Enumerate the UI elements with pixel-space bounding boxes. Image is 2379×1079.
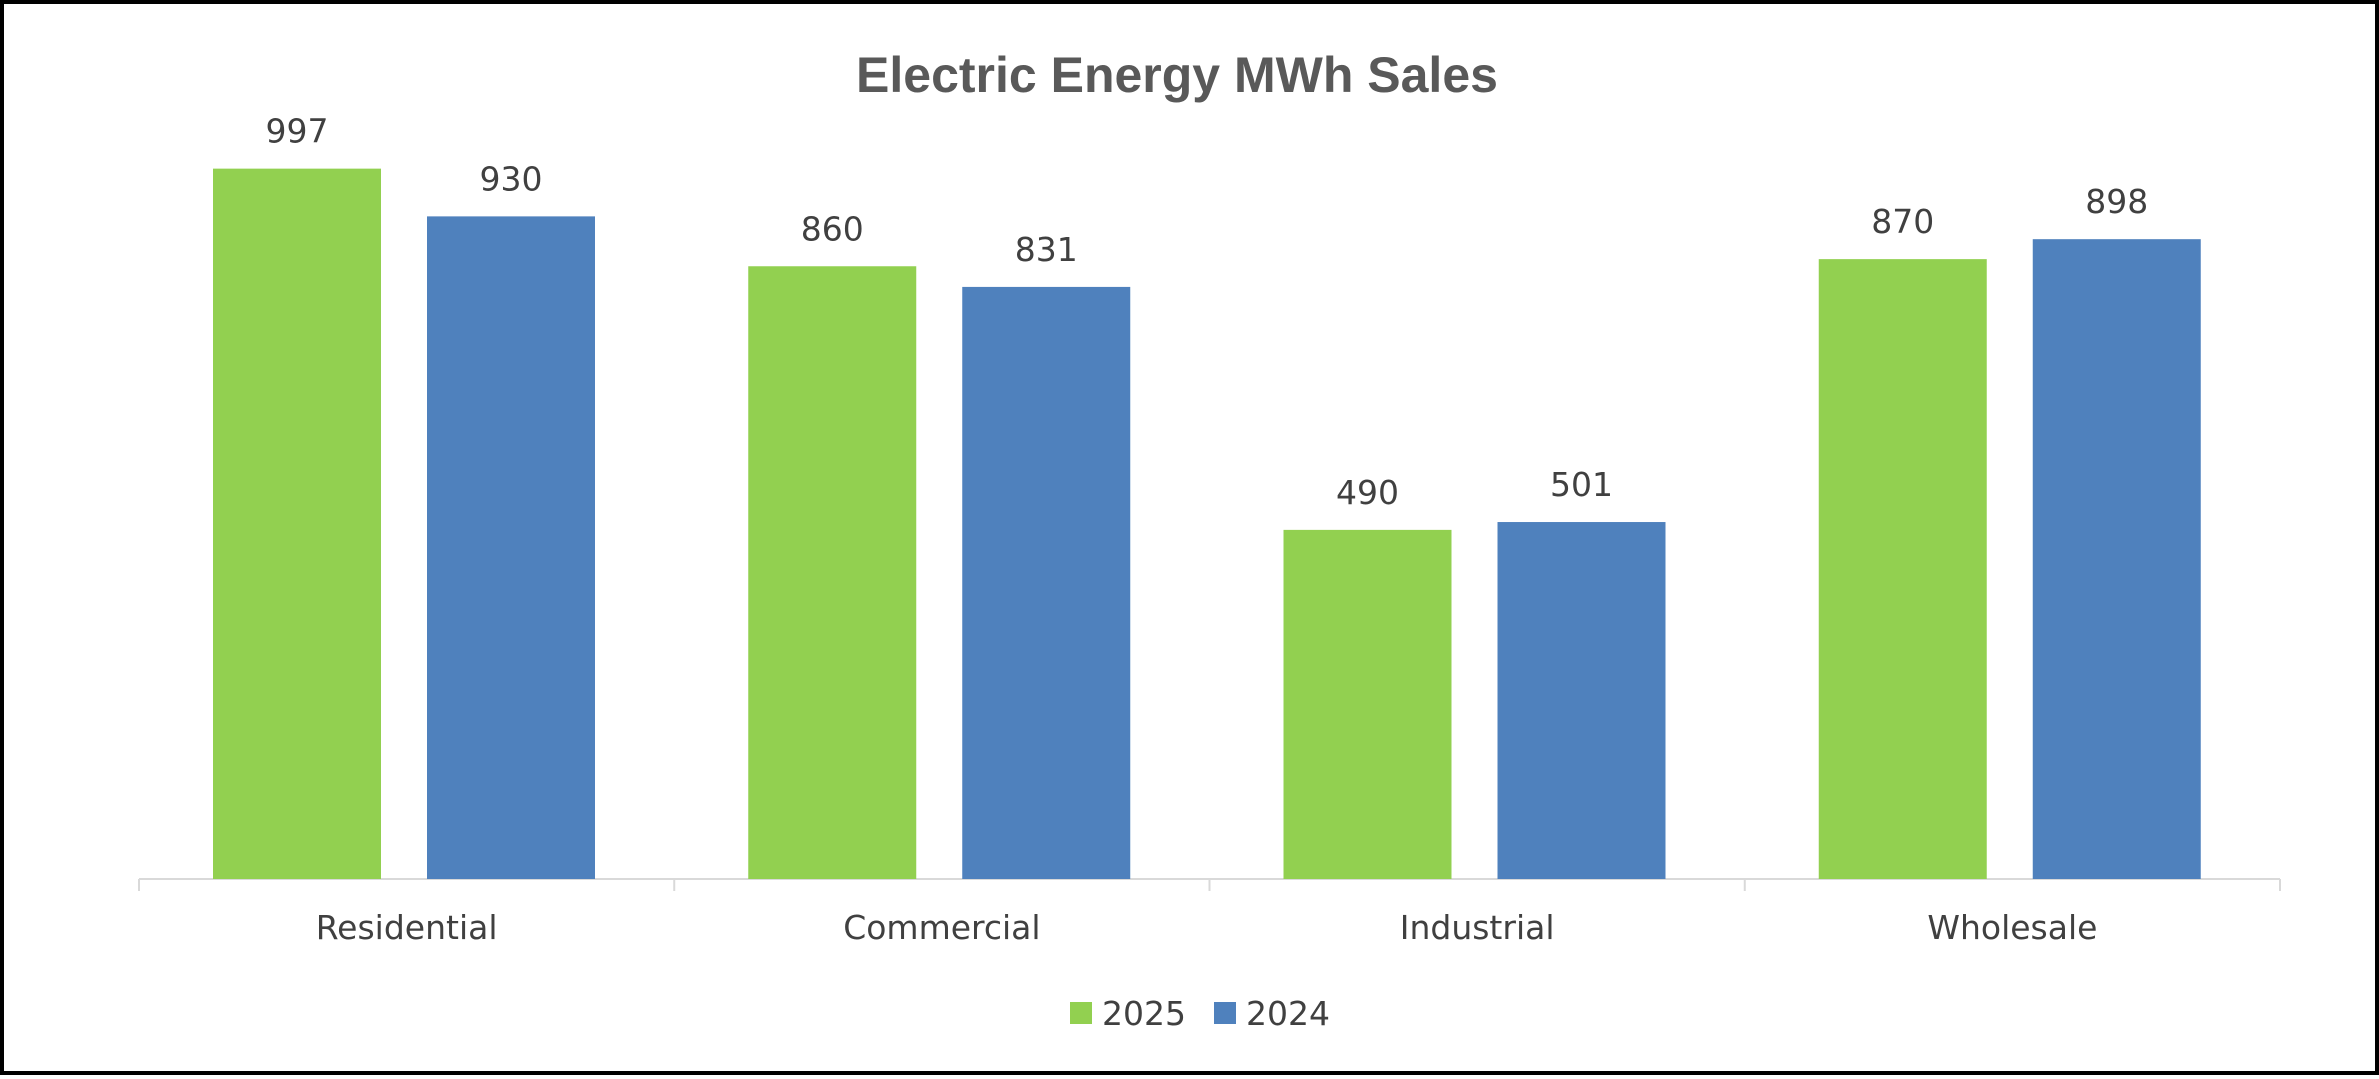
data-label-residential-2025: 997 (266, 112, 329, 151)
data-label-residential-2024: 930 (480, 159, 543, 198)
data-label-commercial-2024: 831 (1015, 230, 1078, 269)
bar-industrial-2024 (1497, 522, 1666, 879)
data-label-wholesale-2024: 898 (2085, 182, 2148, 221)
chart-title: Electric Energy MWh Sales (856, 47, 1498, 103)
data-label-industrial-2025: 490 (1336, 473, 1399, 512)
bar-wholesale-2025 (1818, 259, 1987, 879)
data-label-wholesale-2025: 870 (1871, 202, 1934, 241)
category-label-commercial: Commercial (843, 908, 1040, 947)
bar-commercial-2024 (962, 286, 1131, 880)
data-label-industrial-2024: 501 (1550, 465, 1613, 504)
category-label-residential: Residential (316, 908, 498, 947)
legend-label-2024: 2024 (1246, 994, 1330, 1033)
data-label-commercial-2025: 860 (801, 209, 864, 248)
legend-label-2025: 2025 (1102, 994, 1186, 1033)
legend-swatch-2025 (1070, 1002, 1092, 1024)
bar-industrial-2025 (1283, 529, 1452, 879)
category-label-industrial: Industrial (1400, 908, 1555, 947)
bar-chart: Electric Energy MWh Sales 997 930 Resident… (138, 47, 2281, 1033)
bar-wholesale-2024 (2032, 239, 2201, 880)
bar-residential-2025 (213, 168, 381, 879)
category-label-wholesale: Wholesale (1927, 908, 2097, 947)
bar-commercial-2025 (748, 266, 917, 879)
legend-swatch-2024 (1214, 1002, 1236, 1024)
legend: 2025 2024 (1070, 994, 1330, 1033)
plot-area: 997 930 Residential 860 831 Commercial 490 501 I… (138, 112, 2281, 947)
bar-residential-2024 (427, 216, 595, 879)
